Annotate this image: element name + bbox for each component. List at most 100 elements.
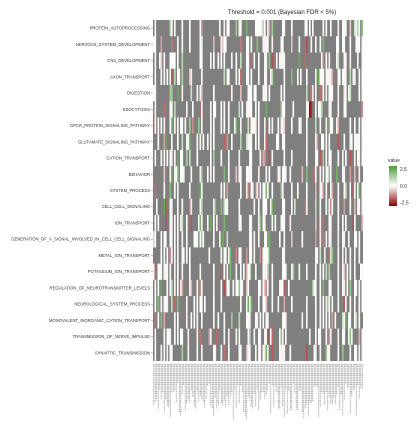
- heatmap-cell: [283, 20, 286, 37]
- heatmap-cell: [264, 279, 266, 297]
- heatmap-cell: [325, 20, 328, 37]
- heatmap-cell: [358, 328, 361, 345]
- heatmap-cell: [280, 36, 283, 53]
- heatmap-cell: [166, 344, 169, 362]
- heatmap-cell: [343, 198, 346, 215]
- heatmap-cell: [315, 68, 317, 86]
- heatmap-cell: [282, 52, 284, 69]
- heatmap-cell: [297, 182, 299, 199]
- heatmap-cell: [225, 247, 227, 264]
- heatmap-cell: [327, 344, 329, 362]
- heatmap-cell: [163, 328, 166, 345]
- heatmap-cell: [169, 231, 172, 248]
- heatmap-cell: [154, 84, 157, 102]
- heatmap-cell: [268, 231, 271, 248]
- heatmap-cell: [349, 312, 352, 329]
- heatmap-cell: [195, 231, 197, 248]
- heatmap-cell: [220, 149, 223, 167]
- heatmap-cell: [357, 198, 359, 215]
- heatmap-cell: [343, 84, 346, 102]
- heatmap-cell: [258, 214, 260, 232]
- heatmap-cell: [225, 36, 227, 53]
- heatmap-cell: [196, 84, 199, 102]
- heatmap-cell: [349, 263, 352, 280]
- heatmap-cell: [337, 52, 340, 69]
- heatmap-cell: [313, 279, 316, 297]
- heatmap-cell: [283, 312, 286, 329]
- heatmap-cell: [163, 182, 166, 199]
- heatmap-cell: [358, 182, 361, 199]
- heatmap-cell: [259, 279, 262, 297]
- heatmap-cell: [268, 20, 271, 37]
- heatmap-cell: [268, 84, 271, 102]
- heatmap-cell: [361, 117, 364, 134]
- heatmap-cell: [267, 247, 269, 264]
- heatmap-cell: [174, 296, 176, 313]
- legend-colorbar: [389, 166, 397, 206]
- heatmap-cell: [358, 84, 361, 102]
- heatmap-cell: [291, 263, 293, 280]
- heatmap-cell: [174, 20, 176, 37]
- heatmap-cell: [330, 279, 332, 297]
- heatmap-cell: [246, 247, 248, 264]
- heatmap-cell: [343, 296, 346, 313]
- heatmap-cell: [169, 328, 172, 345]
- heatmap-cell: [298, 52, 301, 69]
- heatmap-cell: [256, 182, 259, 199]
- heatmap-cell: [318, 68, 320, 86]
- heatmap-cell: [349, 68, 352, 86]
- heatmap-cell: [282, 328, 284, 345]
- heatmap-cell: [157, 117, 160, 134]
- heatmap-cell: [331, 117, 334, 134]
- heatmap-cell: [238, 68, 241, 86]
- heatmap-cell: [322, 166, 325, 183]
- heatmap-cell: [304, 20, 307, 37]
- heatmap-cell: [235, 20, 238, 37]
- heatmap-cell: [169, 166, 172, 183]
- heatmap-cell: [196, 231, 199, 248]
- heatmap-cell: [277, 117, 280, 134]
- heatmap-cell: [201, 20, 203, 37]
- heatmap-cell: [361, 214, 364, 232]
- heatmap-cell: [330, 68, 332, 86]
- heatmap-cell: [177, 149, 179, 167]
- heatmap-cell: [223, 20, 226, 37]
- heatmap-cell: [255, 263, 257, 280]
- heatmap-cell: [261, 20, 263, 37]
- heatmap-cell: [265, 296, 268, 313]
- legend-title: value: [388, 158, 400, 164]
- heatmap-cell: [343, 101, 346, 118]
- heatmap-cell: [160, 231, 163, 248]
- heatmap-cell: [163, 344, 166, 362]
- heatmap-cell: [249, 84, 251, 102]
- heatmap-cell: [250, 296, 253, 313]
- heatmap-cell: [342, 312, 344, 329]
- heatmap-cell: [220, 247, 223, 264]
- heatmap-cell: [168, 328, 170, 345]
- heatmap-cell: [165, 133, 167, 151]
- heatmap-cell: [265, 166, 268, 183]
- heatmap-cell: [361, 20, 364, 37]
- heatmap-cell: [177, 279, 179, 297]
- heatmap-cell: [315, 84, 317, 102]
- heatmap-cell: [345, 296, 347, 313]
- heatmap-cell: [306, 263, 308, 280]
- heatmap-cell: [240, 117, 242, 134]
- heatmap-cell: [330, 84, 332, 102]
- heatmap-cell: [190, 279, 193, 297]
- heatmap-cell: [154, 279, 157, 297]
- heatmap-cell: [249, 101, 251, 118]
- heatmap-cell: [240, 36, 242, 53]
- heatmap-cell: [169, 247, 172, 264]
- row-label: CATION_TRANSPORT: [106, 156, 150, 161]
- heatmap-cell: [192, 101, 194, 118]
- heatmap-cell: [264, 117, 266, 134]
- heatmap-cell: [315, 279, 317, 297]
- heatmap-cell: [166, 296, 169, 313]
- heatmap-cell: [349, 20, 352, 37]
- heatmap-cell: [255, 312, 257, 329]
- heatmap-cell: [220, 198, 223, 215]
- heatmap-cell: [229, 263, 232, 280]
- heatmap-cell: [322, 133, 325, 151]
- heatmap-cell: [265, 328, 268, 345]
